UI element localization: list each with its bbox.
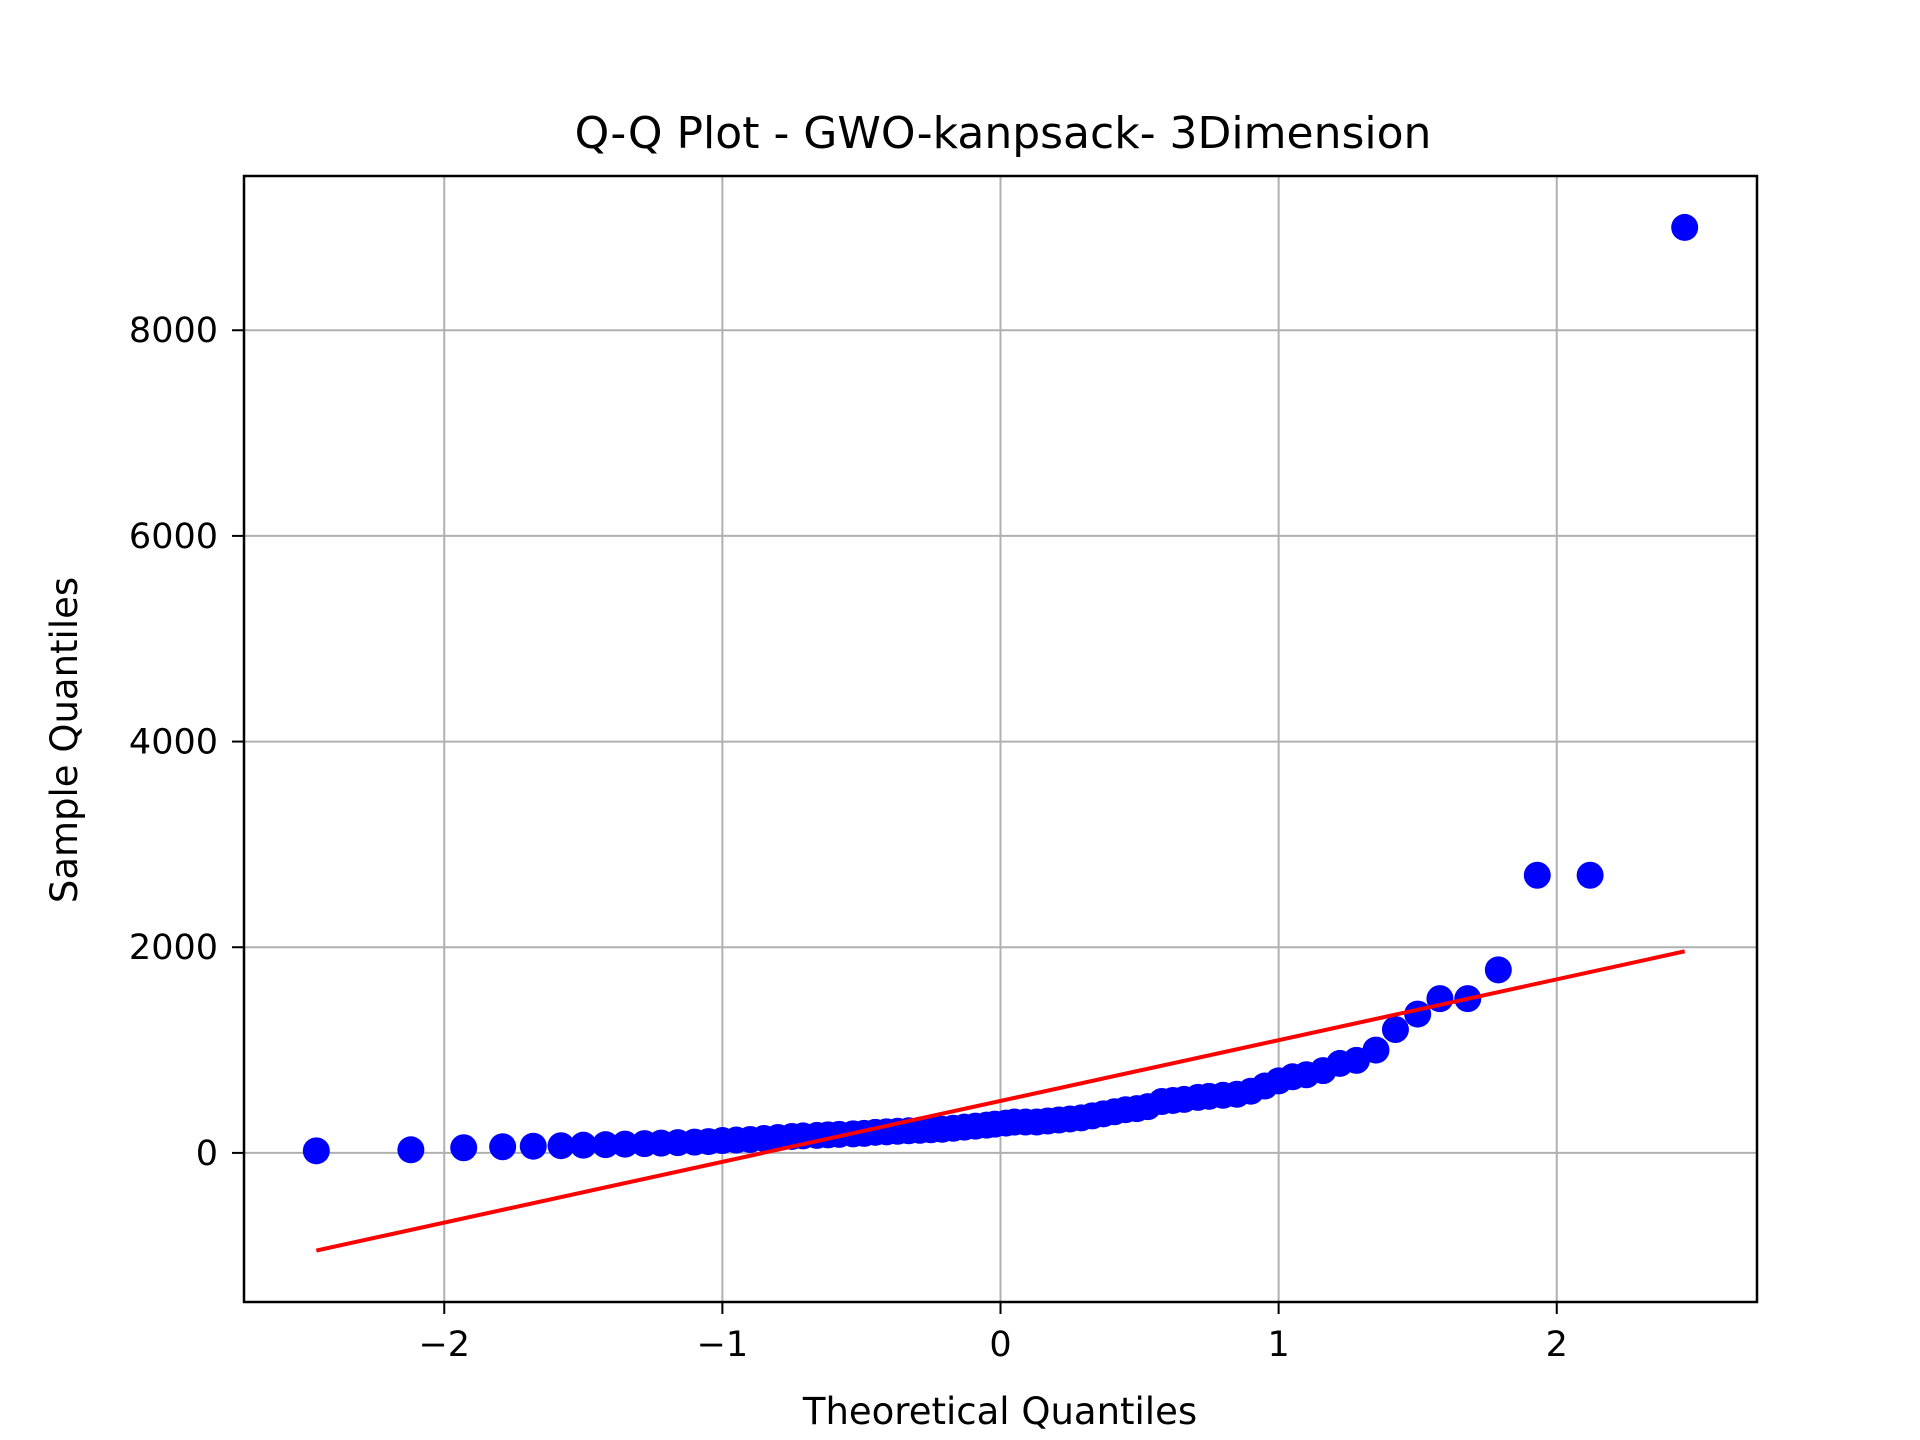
y-tick-label: 6000 (129, 517, 218, 557)
sample-point (489, 1133, 517, 1161)
sample-point (1484, 956, 1512, 984)
x-tick-label: −2 (418, 1325, 470, 1365)
reference-line (315, 949, 1686, 1253)
sample-point (519, 1132, 547, 1160)
sample-point (1523, 861, 1551, 889)
x-axis-label: Theoretical Quantiles (802, 1390, 1197, 1433)
sample-point (547, 1132, 575, 1160)
chart-title: Q-Q Plot - GWO-kanpsack- 3Dimension (575, 108, 1432, 159)
sample-point (592, 1131, 620, 1159)
x-tick-label: 2 (1546, 1325, 1568, 1365)
y-tick-label: 4000 (129, 723, 218, 763)
x-tick-label: 1 (1267, 1325, 1289, 1365)
sample-point (302, 1137, 330, 1165)
sample-point (397, 1136, 425, 1164)
sample-point (1404, 1000, 1432, 1028)
sample-point (569, 1131, 597, 1159)
sample-point (611, 1130, 639, 1158)
sample-points (302, 213, 1699, 1165)
x-tick-label: −1 (697, 1325, 749, 1365)
reference-line-group (315, 949, 1686, 1253)
y-tick-label: 0 (196, 1134, 218, 1174)
y-tick-label: 8000 (129, 311, 218, 351)
y-axis-label: Sample Quantiles (43, 577, 86, 903)
axis-ticks: −2 −1 0 1 2 0 2000 4000 6000 8000 (129, 311, 1568, 1365)
sample-point (1362, 1036, 1390, 1064)
sample-point (1576, 861, 1604, 889)
x-tick-label: 0 (989, 1325, 1011, 1365)
sample-point (450, 1134, 478, 1162)
y-tick-label: 2000 (129, 928, 218, 968)
sample-point (1381, 1015, 1409, 1043)
sample-point (1671, 213, 1699, 241)
